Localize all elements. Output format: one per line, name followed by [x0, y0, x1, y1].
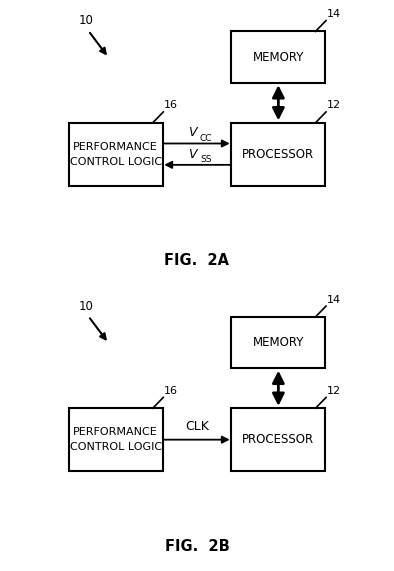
Bar: [231, 317, 325, 368]
Text: 10: 10: [78, 14, 93, 27]
Text: CLK: CLK: [185, 420, 209, 433]
Text: PERFORMANCE
CONTROL LOGIC: PERFORMANCE CONTROL LOGIC: [70, 142, 162, 167]
Text: FIG.  2A: FIG. 2A: [165, 254, 229, 268]
Text: 16: 16: [164, 100, 178, 111]
Text: 14: 14: [327, 9, 341, 19]
Bar: [231, 31, 325, 83]
Text: PERFORMANCE
CONTROL LOGIC: PERFORMANCE CONTROL LOGIC: [70, 427, 162, 452]
Text: CC: CC: [200, 134, 212, 143]
Text: 12: 12: [327, 100, 341, 111]
Text: MEMORY: MEMORY: [253, 51, 304, 63]
Text: MEMORY: MEMORY: [253, 336, 304, 349]
Bar: [231, 408, 325, 471]
Text: SS: SS: [201, 155, 212, 164]
Bar: [231, 123, 325, 186]
Text: 14: 14: [327, 295, 341, 304]
Bar: [69, 123, 163, 186]
Text: 10: 10: [78, 300, 93, 312]
Text: FIG.  2B: FIG. 2B: [165, 539, 229, 554]
Text: PROCESSOR: PROCESSOR: [242, 433, 314, 446]
Text: 12: 12: [327, 386, 341, 396]
Bar: [69, 408, 163, 471]
Text: 16: 16: [164, 386, 178, 396]
Text: PROCESSOR: PROCESSOR: [242, 148, 314, 160]
Text: V: V: [188, 147, 197, 160]
Text: V: V: [188, 126, 197, 139]
